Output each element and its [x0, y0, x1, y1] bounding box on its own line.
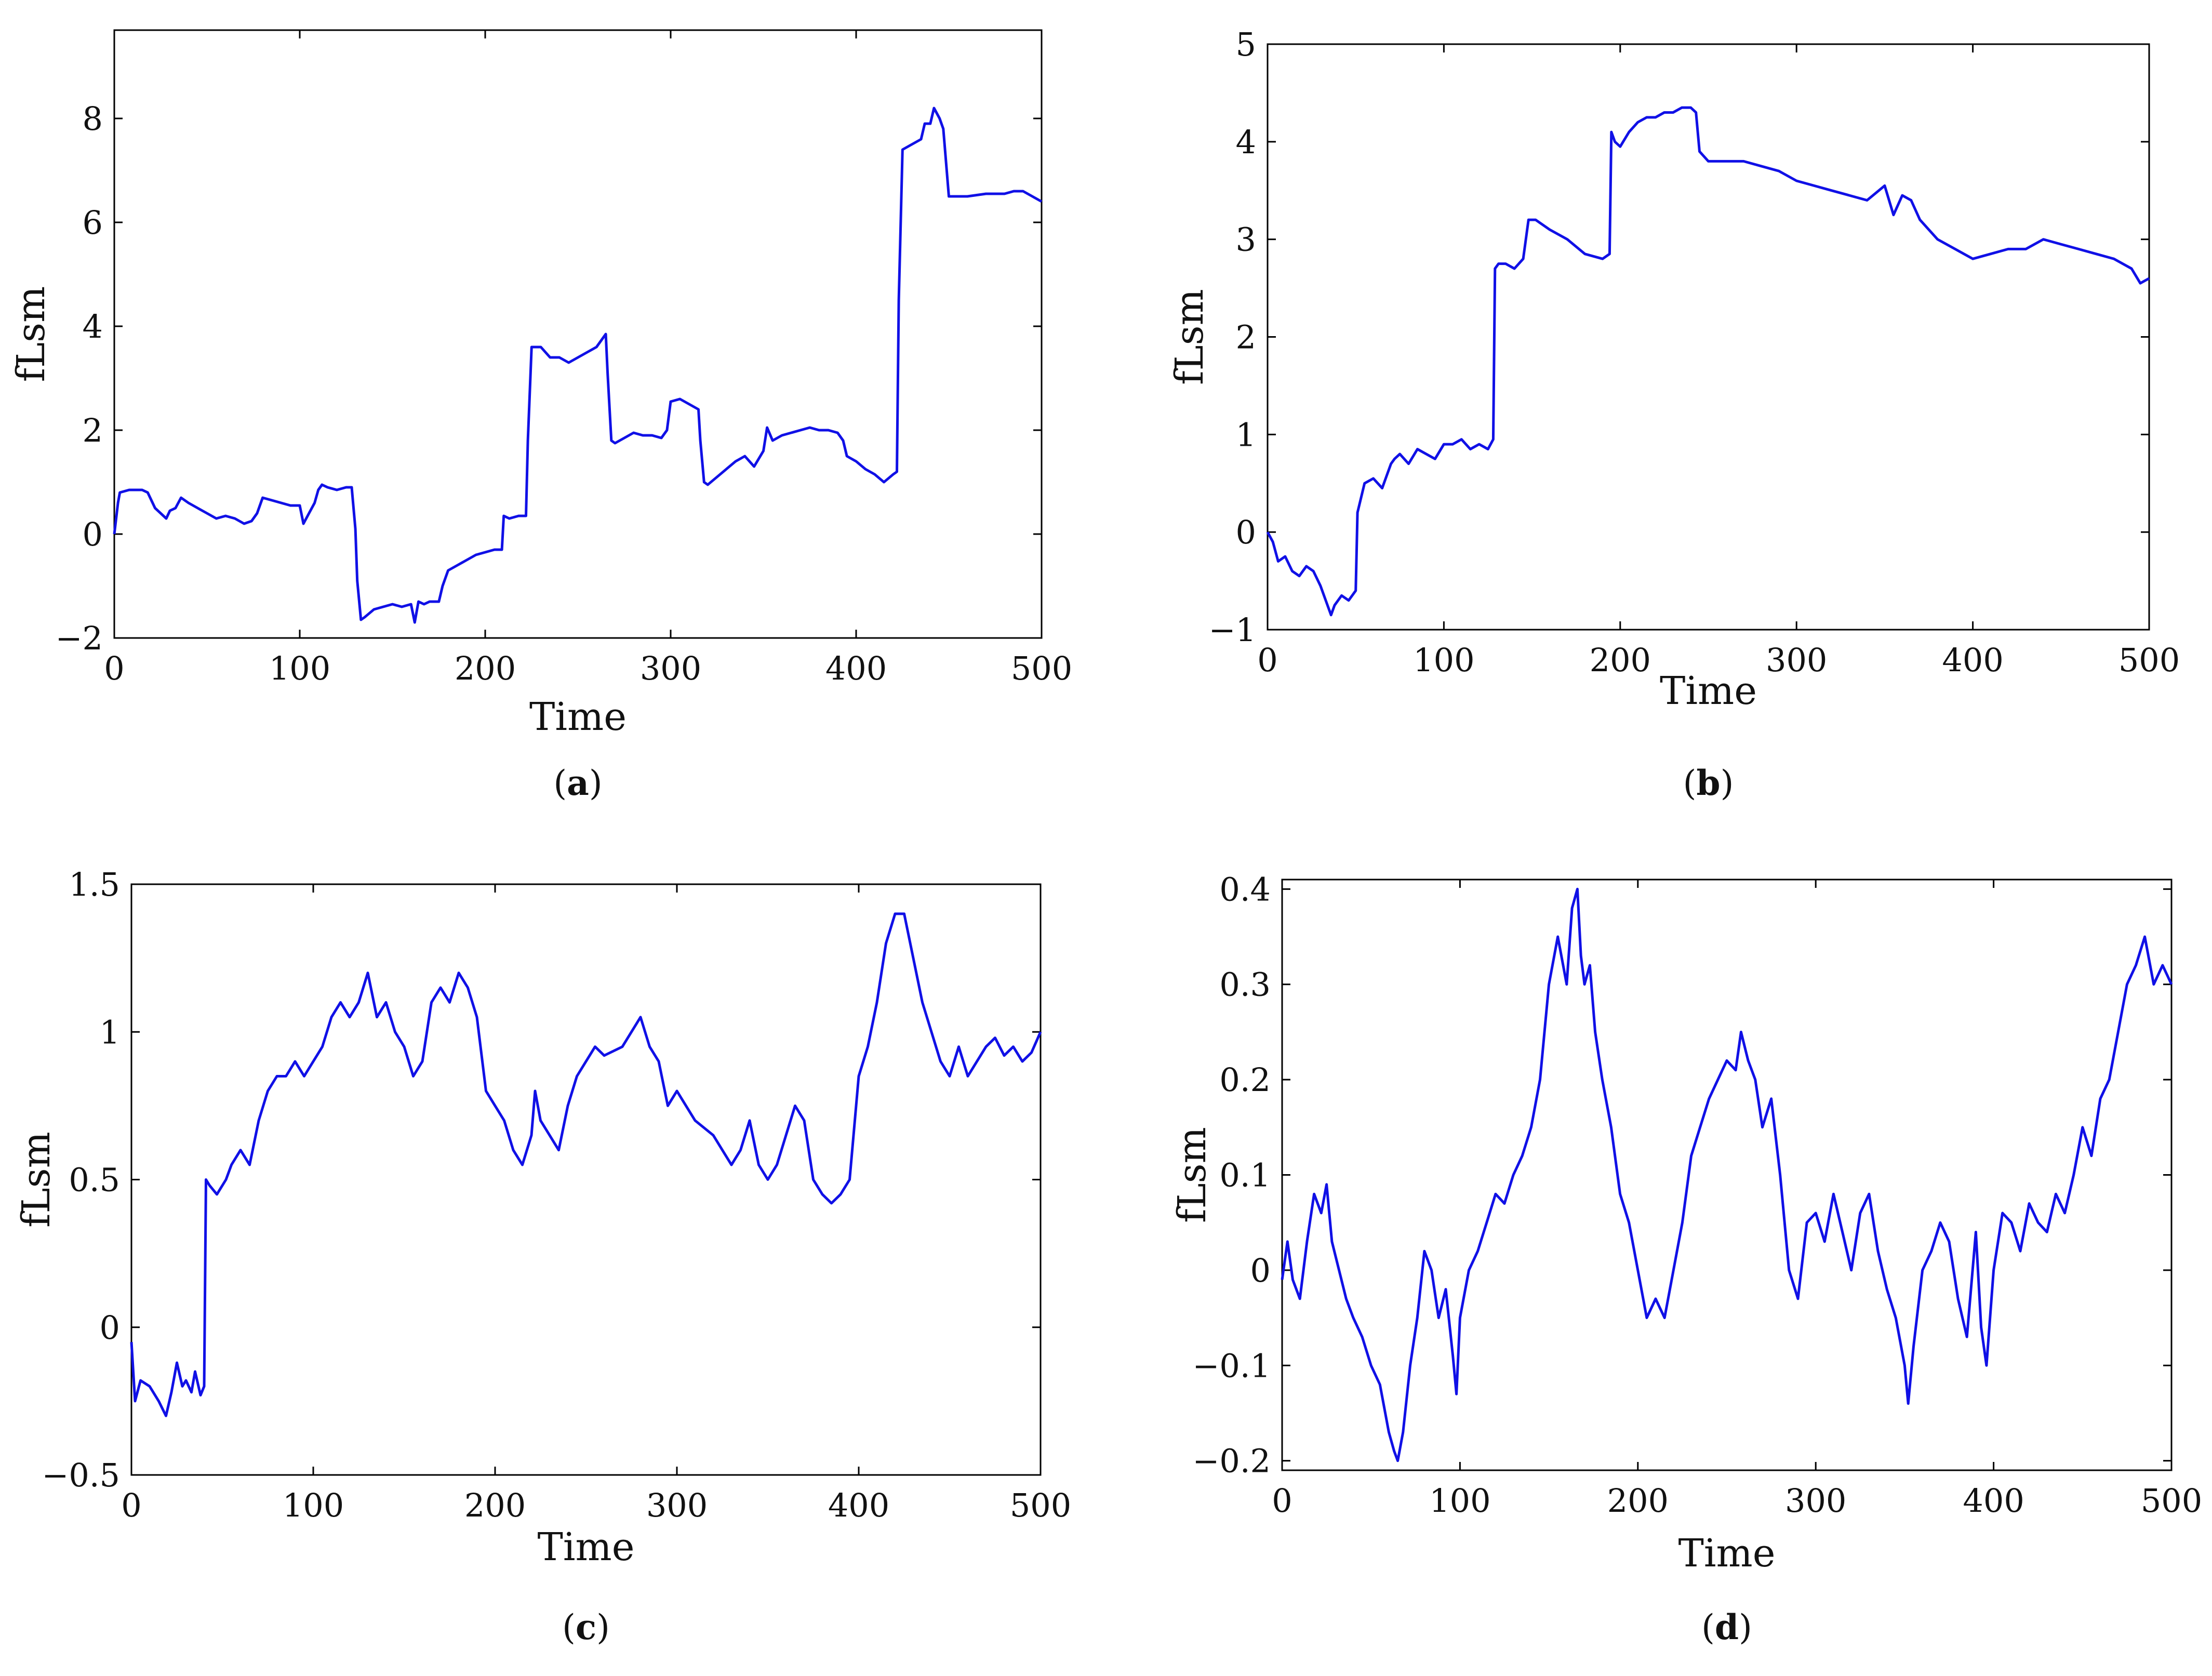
x-tick-label: 300	[646, 1486, 708, 1524]
y-tick-label: 1.5	[69, 866, 120, 903]
y-tick-label: 2	[83, 411, 103, 449]
x-tick-label: 100	[1413, 641, 1474, 679]
x-tick-label: 400	[1942, 641, 2003, 679]
x-tick-label: 400	[828, 1486, 889, 1524]
y-tick-label: 0	[1236, 513, 1256, 551]
y-tick-label: −2	[56, 619, 103, 657]
x-tick-label: 200	[455, 649, 516, 687]
y-tick-label: −1	[1209, 611, 1256, 649]
x-tick-label: 200	[1607, 1482, 1669, 1520]
plot-frame	[113, 29, 1043, 639]
y-tick-label: 1	[1236, 416, 1256, 454]
x-tick-label: 0	[121, 1486, 141, 1524]
x-tick-label: 500	[1010, 1486, 1071, 1524]
y-axis-title: fLsm	[1167, 289, 1212, 385]
x-tick-label: 500	[1011, 649, 1072, 687]
x-tick-label: 500	[2118, 641, 2180, 679]
panel-caption: (b)	[1683, 763, 1734, 803]
x-tick-label: 400	[1963, 1482, 2024, 1520]
y-tick-label: 4	[1236, 123, 1256, 161]
y-tick-label: 0.4	[1219, 870, 1271, 908]
y-tick-label: 0.5	[69, 1161, 120, 1199]
y-tick-label: 2	[1236, 318, 1256, 356]
panel-d: 0 100 200 300 400 500 −0.2 −0.1 0 0.1 0.2 0.3 0.4 Tim…	[1170, 870, 2202, 1647]
x-axis-title: Time	[1660, 669, 1757, 713]
x-axis-title: Time	[538, 1525, 635, 1569]
y-tick-label: 0.3	[1219, 966, 1271, 1004]
y-tick-label: 0	[1250, 1252, 1271, 1289]
x-tick-label: 300	[640, 649, 701, 687]
x-axis-title: Time	[529, 695, 627, 739]
x-tick-label: 100	[1429, 1482, 1490, 1520]
y-tick-label: −0.2	[1192, 1442, 1271, 1480]
panel-caption: (a)	[553, 763, 602, 803]
x-tick-label: 300	[1766, 641, 1827, 679]
plot-frame	[1281, 879, 2173, 1471]
y-axis-title: fLsm	[1170, 1127, 1215, 1223]
x-tick-label: 400	[825, 649, 887, 687]
y-tick-label: 6	[83, 204, 103, 242]
x-axis-title: Time	[1678, 1531, 1776, 1576]
panel-caption: (c)	[562, 1607, 610, 1647]
x-tick-label: 500	[2141, 1482, 2202, 1520]
x-tick-label: 200	[464, 1486, 526, 1524]
panel-caption: (d)	[1701, 1607, 1752, 1647]
y-axis-title: fLsm	[14, 1132, 59, 1228]
y-axis-title: fLsm	[9, 286, 54, 382]
y-tick-label: −0.5	[42, 1456, 120, 1494]
y-tick-label: 0.1	[1219, 1156, 1271, 1194]
plot-frame	[130, 883, 1042, 1476]
y-tick-label: 0	[100, 1309, 120, 1347]
series-line-a	[113, 107, 1043, 624]
y-tick-label: 0	[83, 515, 103, 553]
x-tick-label: 200	[1590, 641, 1651, 679]
y-tick-label: 4	[83, 308, 103, 345]
series-line-d	[1281, 887, 2173, 1462]
y-tick-label: 0.2	[1219, 1061, 1271, 1099]
plot-frame	[1267, 43, 2150, 631]
x-tick-label: 100	[283, 1486, 344, 1524]
x-tick-label: 100	[269, 649, 330, 687]
y-tick-label: 1	[100, 1013, 120, 1051]
x-tick-label: 300	[1785, 1482, 1846, 1520]
y-tick-label: −0.1	[1192, 1347, 1271, 1385]
y-tick-label: 8	[83, 100, 103, 138]
x-tick-label: 0	[104, 649, 124, 687]
series-line-c	[130, 912, 1042, 1417]
x-tick-label: 0	[1272, 1482, 1292, 1520]
y-tick-label: 5	[1236, 25, 1256, 63]
series-line-b	[1266, 106, 2150, 617]
x-tick-label: 0	[1257, 641, 1277, 679]
y-tick-label: 3	[1236, 221, 1256, 259]
